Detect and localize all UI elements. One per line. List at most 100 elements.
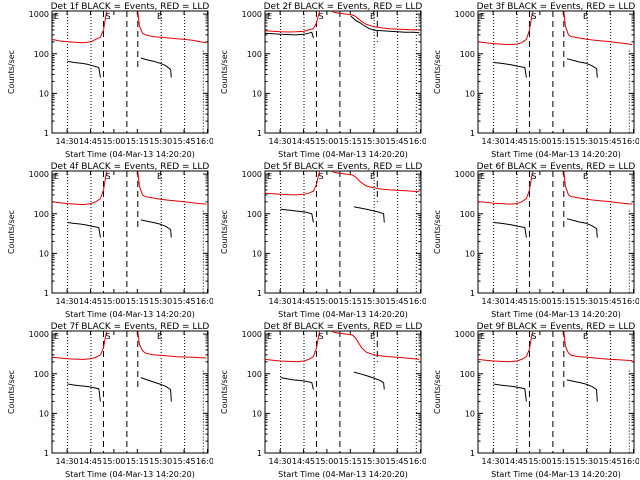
lld-series-line: [563, 11, 633, 46]
y-tick-label: 1: [44, 289, 49, 298]
y-tick-label: 1000: [242, 330, 262, 339]
y-tick-label: 10: [252, 249, 262, 258]
plot-frame: [477, 170, 635, 294]
x-tick-label: 15:00: [102, 297, 125, 306]
x-tick-label: 15:00: [102, 457, 125, 466]
lld-series-line: [563, 171, 633, 205]
chart-title: Det 3f BLACK = Events, RED = LLD: [477, 2, 636, 12]
x-tick-label: 15:00: [102, 137, 125, 146]
period-marker-label: E: [370, 172, 375, 181]
period-marker-label: E: [54, 12, 59, 21]
plot-frame: [51, 10, 209, 134]
x-tick-label: 15:00: [315, 457, 338, 466]
x-tick-label: 15:30: [575, 297, 598, 306]
events-series-line: [140, 377, 172, 402]
chart-title: Det 2f BLACK = Events, RED = LLD: [264, 2, 423, 12]
plot-frame: [264, 170, 422, 294]
x-tick-label: 16:00: [622, 457, 639, 466]
x-axis-label: Start Time (04-Mar-13 14:20:20): [278, 150, 408, 159]
plot-content: [478, 331, 633, 453]
x-tick-label: 14:30: [56, 457, 79, 466]
y-axis-label: Counts/sec: [7, 210, 16, 254]
x-tick-label: 15:30: [575, 457, 598, 466]
y-tick-label: 1: [44, 449, 49, 458]
x-tick-label: 16:00: [409, 297, 426, 306]
period-marker-label: E: [480, 172, 485, 181]
x-tick-label: 15:30: [149, 457, 172, 466]
y-tick-label: 1: [44, 129, 49, 138]
events-series-line: [566, 58, 598, 78]
chart-title: Det 5f BLACK = Events, RED = LLD: [264, 162, 423, 172]
plot-frame: [51, 330, 209, 454]
lld-series-line: [478, 171, 534, 205]
x-tick-label: 14:30: [56, 137, 79, 146]
lld-series-line: [331, 331, 420, 360]
x-tick-label: 15:15: [552, 297, 575, 306]
plot-content: [478, 171, 633, 293]
plot-content: [52, 171, 207, 293]
events-series-line: [493, 62, 527, 78]
y-axis-label: Counts/sec: [433, 50, 442, 94]
events-series-line: [280, 208, 314, 223]
x-tick-label: 14:45: [79, 137, 102, 146]
y-tick-label: 1: [257, 449, 262, 458]
plot-content: [265, 171, 420, 293]
y-axis-label: Counts/sec: [7, 370, 16, 414]
x-tick-label: 14:45: [292, 457, 315, 466]
x-tick-label: 15:45: [599, 137, 622, 146]
events-series-line: [493, 222, 527, 238]
period-marker-label: E: [157, 332, 162, 341]
lld-series-line: [265, 11, 321, 33]
period-marker-label: S: [318, 332, 323, 341]
lld-series-line: [563, 331, 633, 362]
y-tick-label: 100: [34, 50, 49, 59]
period-marker-label: S: [105, 172, 110, 181]
lld-series-line: [478, 331, 534, 363]
x-tick-label: 14:30: [482, 137, 505, 146]
x-tick-label: 15:15: [339, 297, 362, 306]
y-tick-label: 100: [247, 210, 262, 219]
period-marker-label: E: [480, 12, 485, 21]
period-marker-label: S: [531, 172, 536, 181]
events-series-line: [140, 219, 172, 238]
lld-series-line: [331, 11, 420, 31]
period-marker-label: E: [157, 172, 162, 181]
chart-det-2f: Det 2f BLACK = Events, RED = LLD Counts/s…: [220, 2, 426, 159]
x-tick-label: 16:00: [409, 137, 426, 146]
period-marker-label: E: [54, 172, 59, 181]
x-tick-label: 15:15: [339, 137, 362, 146]
x-tick-label: 15:45: [173, 137, 196, 146]
plot-frame: [51, 170, 209, 294]
x-tick-label: 16:00: [409, 457, 426, 466]
x-tick-label: 16:00: [622, 297, 639, 306]
y-tick-label: 100: [460, 50, 475, 59]
y-tick-label: 10: [39, 409, 49, 418]
period-marker-label: E: [370, 332, 375, 341]
events-series-line: [353, 206, 385, 223]
lld-series-line: [331, 171, 420, 193]
period-marker-label: E: [267, 172, 272, 181]
events-series-line: [353, 371, 385, 390]
x-tick-label: 14:45: [79, 297, 102, 306]
lld-series-line: [265, 331, 321, 363]
chart-det-3f: Det 3f BLACK = Events, RED = LLD Counts/s…: [433, 2, 639, 159]
x-tick-label: 15:00: [528, 457, 551, 466]
y-tick-label: 1000: [455, 330, 475, 339]
y-tick-label: 1000: [242, 10, 262, 19]
x-tick-label: 15:45: [599, 297, 622, 306]
x-tick-label: 15:45: [173, 457, 196, 466]
period-marker-label: S: [531, 332, 536, 341]
period-marker-label: S: [105, 332, 110, 341]
events-series-line: [67, 222, 101, 238]
x-tick-label: 16:00: [196, 457, 213, 466]
lld-series-line: [265, 171, 321, 196]
x-tick-label: 14:30: [269, 457, 292, 466]
x-tick-label: 14:30: [56, 297, 79, 306]
y-tick-label: 10: [465, 249, 475, 258]
chart-title: Det 4f BLACK = Events, RED = LLD: [51, 162, 210, 172]
y-tick-label: 1: [257, 289, 262, 298]
chart-det-5f: Det 5f BLACK = Events, RED = LLD Counts/s…: [220, 162, 426, 319]
x-tick-label: 15:15: [339, 457, 362, 466]
lld-series-line: [137, 11, 207, 44]
lld-series-line: [137, 331, 207, 359]
